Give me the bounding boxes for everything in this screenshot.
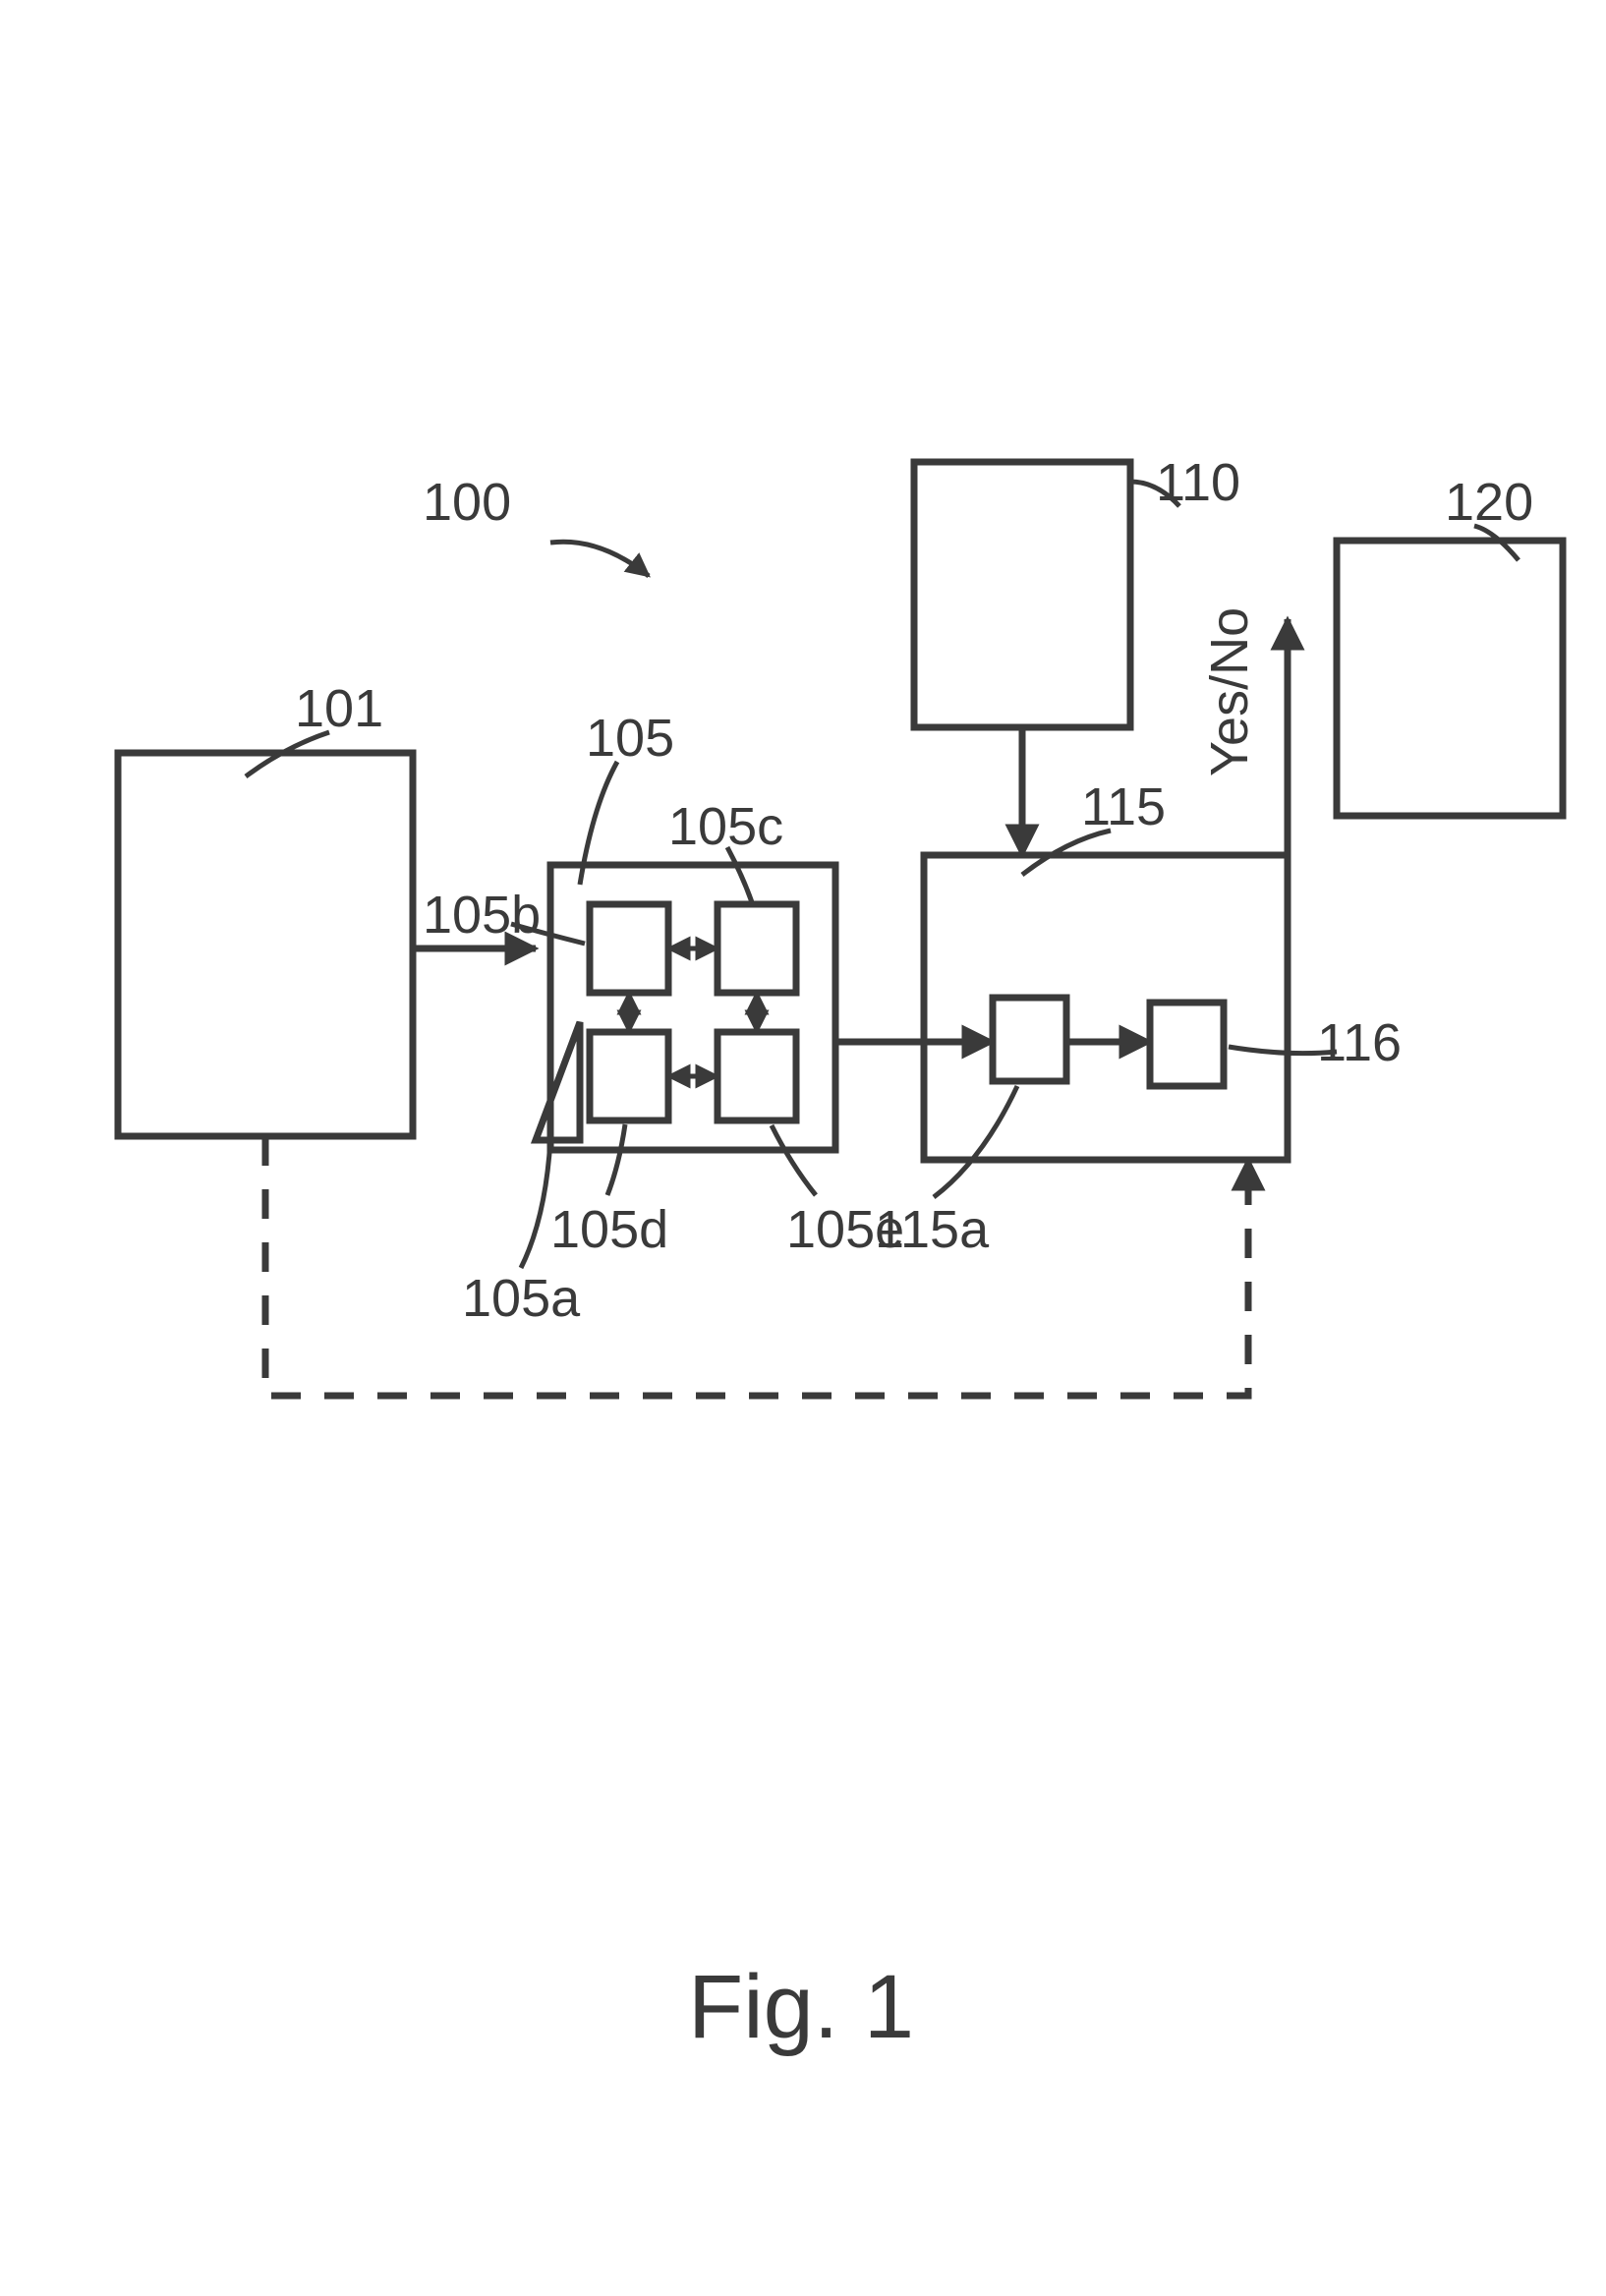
block-110 (914, 462, 1130, 727)
block-120 (1337, 541, 1563, 816)
block-105e (717, 1032, 796, 1120)
block-116 (1150, 1003, 1224, 1086)
label-110: 110 (1156, 452, 1240, 513)
block-105d (590, 1032, 668, 1120)
label-116: 116 (1317, 1012, 1402, 1073)
label-105d: 105d (550, 1199, 668, 1260)
label-100: 100 (423, 472, 511, 533)
block-105c (717, 904, 796, 993)
figure-canvas: 100101110120105105a105b105c105d105e11511… (0, 0, 1606, 2296)
diagram-svg (0, 0, 1606, 2296)
edge-label-yes-no: Yes/No (1199, 607, 1260, 776)
label-105c: 105c (668, 796, 783, 857)
label-101: 101 (295, 678, 383, 739)
label-120: 120 (1445, 472, 1533, 533)
label-105a: 105a (462, 1268, 580, 1329)
label-115a: 115a (875, 1199, 989, 1260)
figure-caption: Fig. 1 (688, 1956, 914, 2059)
label-105: 105 (586, 708, 674, 769)
ref-100-arrow (550, 542, 649, 576)
block-101 (118, 753, 413, 1136)
edge-101-115-dashed (265, 1136, 1248, 1396)
label-115: 115 (1081, 776, 1166, 837)
block-115 (924, 855, 1288, 1160)
block-105a-prism (536, 1022, 580, 1140)
block-115a (993, 998, 1066, 1081)
label-105b: 105b (423, 885, 541, 946)
block-105b (590, 904, 668, 993)
